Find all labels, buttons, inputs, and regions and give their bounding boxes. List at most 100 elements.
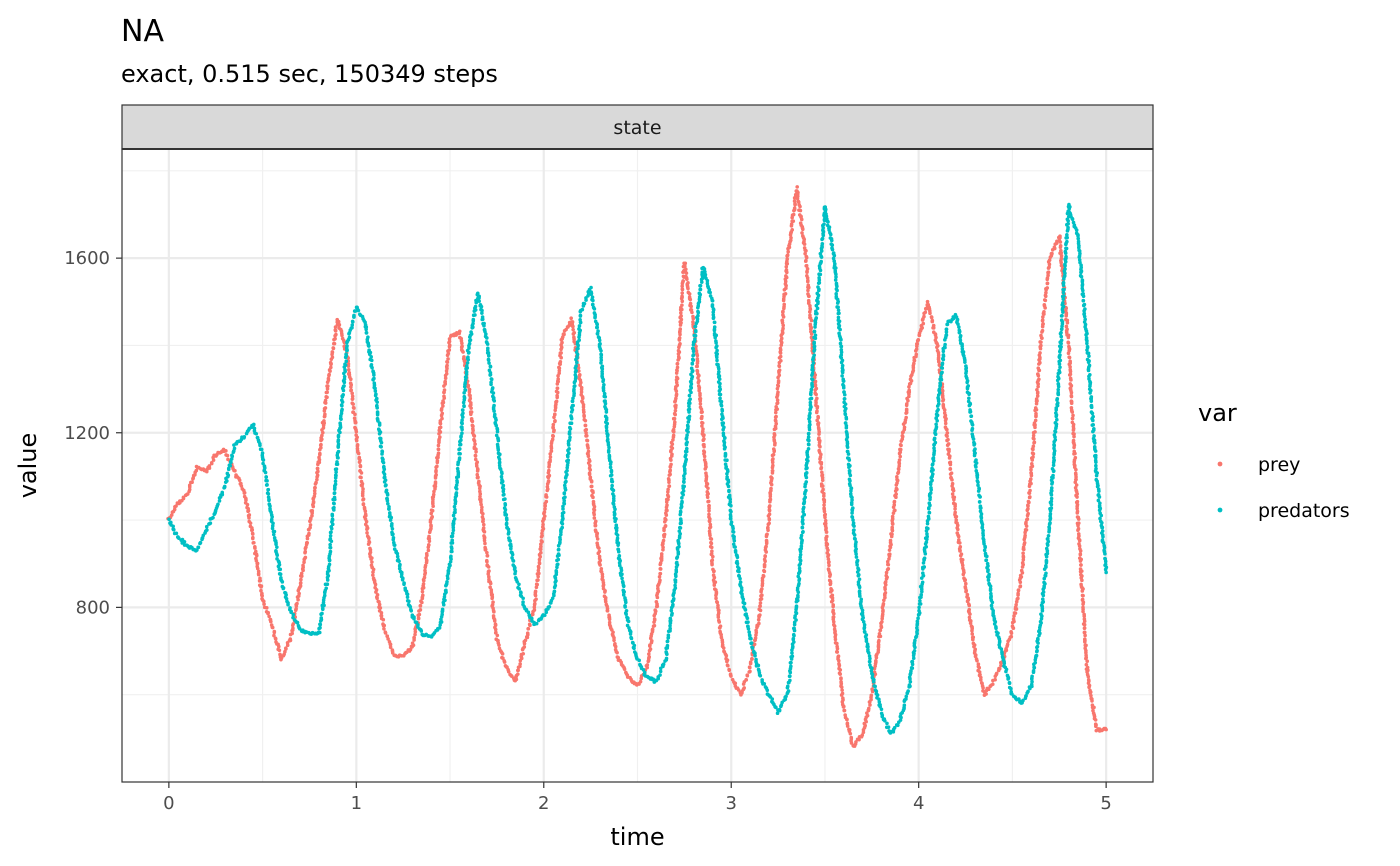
predators-point (668, 616, 673, 621)
predators-point (392, 543, 396, 547)
prey-point (541, 517, 546, 521)
predators-point (848, 483, 852, 488)
prey-point (837, 658, 841, 663)
predators-point (560, 514, 565, 518)
prey-point (1087, 685, 1091, 690)
prey-point (361, 487, 365, 491)
series-predators (167, 202, 1109, 735)
predators-point (748, 634, 752, 638)
predators-point (689, 366, 694, 371)
prey-point (675, 375, 679, 379)
prey-point (233, 468, 237, 473)
prey-point (826, 548, 830, 552)
prey-point (472, 434, 477, 438)
predators-point (722, 440, 727, 445)
prey-point (470, 419, 475, 424)
prey-point (921, 321, 926, 326)
prey-point (317, 455, 321, 460)
predators-point (712, 320, 717, 325)
prey-point (466, 385, 470, 389)
predators-point (682, 476, 686, 481)
prey-point (807, 285, 811, 290)
prey-point (671, 433, 676, 438)
predators-point (868, 659, 872, 664)
prey-point (930, 319, 935, 324)
prey-point (1052, 245, 1057, 250)
predators-point (855, 563, 859, 567)
predators-point (689, 379, 693, 384)
prey-point (443, 379, 448, 384)
predators-point (791, 636, 796, 641)
prey-point (814, 410, 819, 415)
prey-point (308, 523, 313, 527)
prey-point (803, 251, 807, 256)
predators-point (459, 425, 464, 429)
prey-point (328, 360, 333, 365)
prey-point (883, 590, 888, 595)
predators-point (799, 533, 804, 538)
prey-point (696, 376, 700, 380)
predators-point (449, 541, 454, 545)
prey-point (968, 612, 972, 616)
prey-point (262, 602, 266, 606)
prey-point (770, 468, 775, 473)
prey-point (895, 475, 899, 479)
prey-point (1012, 614, 1016, 618)
predators-point (595, 331, 600, 336)
prey-point (1076, 517, 1081, 521)
prey-point (536, 578, 540, 582)
prey-point (333, 336, 337, 341)
prey-point (704, 479, 708, 483)
prey-point (1069, 390, 1074, 395)
predators-point (216, 502, 220, 507)
predators-point (855, 570, 860, 574)
prey-point (669, 440, 674, 445)
predators-point (834, 292, 838, 296)
prey-point (1088, 691, 1093, 695)
predators-point (621, 593, 626, 597)
predators-point (683, 449, 688, 454)
prey-point (442, 388, 447, 392)
predators-point (801, 510, 805, 514)
predators-point (419, 629, 424, 633)
prey-point (556, 377, 560, 381)
prey-point (712, 583, 717, 587)
predators-point (386, 501, 390, 506)
prey-point (430, 515, 435, 519)
prey-point (313, 486, 317, 490)
predators-point (453, 498, 457, 502)
prey-point (1028, 488, 1032, 493)
predators-point (375, 400, 379, 404)
prey-point (773, 410, 778, 415)
prey-point (299, 571, 304, 576)
predators-point (681, 479, 686, 484)
prey-point (410, 641, 415, 645)
predators-point (446, 569, 451, 573)
predators-point (811, 361, 816, 365)
prey-point (945, 427, 949, 432)
prey-point (490, 596, 494, 601)
predators-point (577, 338, 581, 342)
prey-point (936, 353, 941, 357)
prey-point (791, 212, 796, 217)
predators-point (802, 512, 807, 517)
prey-point (772, 432, 777, 436)
prey-point (1082, 626, 1087, 631)
predators-point (456, 460, 460, 465)
prey-point (350, 397, 355, 401)
prey-point (1026, 511, 1030, 516)
predators-point (792, 626, 796, 631)
prey-point (762, 568, 766, 573)
prey-point (758, 604, 762, 608)
predators-point (389, 524, 394, 528)
predators-point (677, 529, 682, 533)
predators-point (819, 259, 823, 264)
prey-point (820, 484, 825, 488)
predators-point (817, 281, 822, 285)
prey-point (426, 543, 431, 547)
prey-point (760, 593, 764, 598)
prey-point (548, 455, 553, 459)
prey-point (824, 543, 829, 548)
predators-point (838, 327, 842, 332)
prey-point (987, 687, 991, 692)
